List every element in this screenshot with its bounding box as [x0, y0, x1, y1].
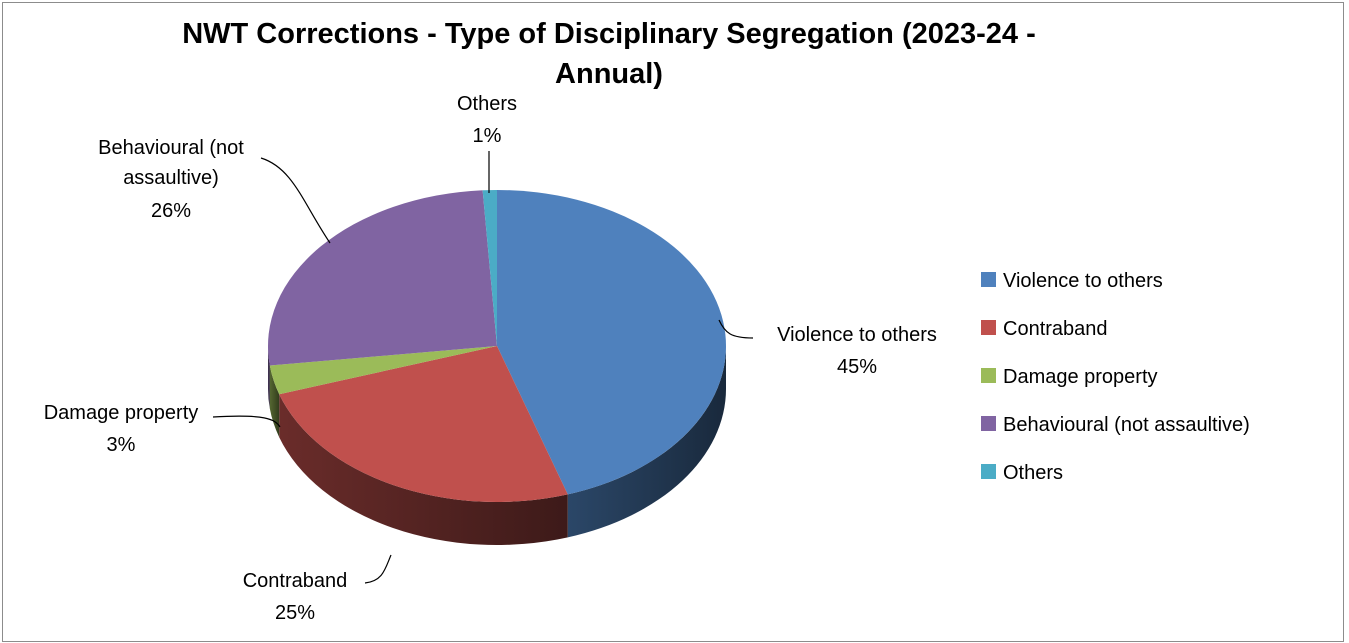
pie-slice-damage-property	[269, 346, 497, 395]
data-label-percent-damage-property: 3%	[107, 434, 136, 456]
data-label-name-damage-property: Damage property	[44, 402, 199, 424]
chart-title-line-2: Annual)	[555, 58, 663, 90]
legend-swatch-others	[981, 464, 996, 479]
leader-line-contraband	[364, 554, 392, 584]
legend-swatch-behavioural-not-assaultive	[981, 416, 996, 431]
legend-label-others: Others	[1003, 462, 1063, 484]
pie-slice-others	[482, 190, 497, 346]
data-label-name-others: Others	[457, 93, 517, 115]
leader-line-violence-to-others	[718, 319, 754, 339]
legend-swatch-contraband	[981, 320, 996, 335]
pie-chart: NWT Corrections - Type of Disciplinary S…	[44, 18, 1250, 624]
legend: Violence to others Contraband Damage prope…	[981, 270, 1250, 484]
data-label-percent-behavioural-not-assaultive: 26%	[151, 200, 191, 222]
pie-side-contraband	[279, 394, 568, 545]
pie-slice-violence-to-others	[497, 190, 727, 495]
pie-slices	[268, 190, 727, 502]
data-label-percent-others: 1%	[473, 125, 502, 147]
pie-side-damage-property	[269, 365, 280, 438]
legend-label-behavioural-not-assaultive: Behavioural (not assaultive)	[1003, 414, 1250, 436]
legend-swatch-damage-property	[981, 368, 996, 383]
data-label-percent-violence-to-others: 45%	[837, 356, 877, 378]
data-label-name-violence-to-others: Violence to others	[777, 324, 937, 346]
pie-depth	[268, 346, 726, 545]
pie-slice-behavioural-not-assaultive	[268, 190, 497, 366]
data-label-name-behavioural-not-assaultive: assaultive)	[123, 167, 219, 189]
legend-label-contraband: Contraband	[1003, 318, 1108, 340]
pie-slice-contraband	[279, 346, 568, 502]
leader-lines	[212, 151, 754, 584]
legend-label-damage-property: Damage property	[1003, 366, 1158, 388]
pie-side-violence-to-others	[567, 346, 726, 538]
chart-title-line-1: NWT Corrections - Type of Disciplinary S…	[182, 18, 1036, 50]
data-label-name-contraband: Contraband	[243, 570, 348, 592]
data-labels: Violence to others 45% Contraband 25% Damage…	[44, 93, 937, 624]
chart-title: NWT Corrections - Type of Disciplinary S…	[182, 18, 1036, 90]
legend-label-violence-to-others: Violence to others	[1003, 270, 1163, 292]
pie-side-behavioural-not-assaultive	[268, 346, 270, 409]
data-label-percent-contraband: 25%	[275, 602, 315, 624]
legend-swatch-violence-to-others	[981, 272, 996, 287]
data-label-name-behavioural-not-assaultive: Behavioural (not	[98, 137, 244, 159]
leader-line-damage-property	[212, 415, 281, 428]
leader-line-behavioural-not-assaultive	[260, 157, 331, 244]
